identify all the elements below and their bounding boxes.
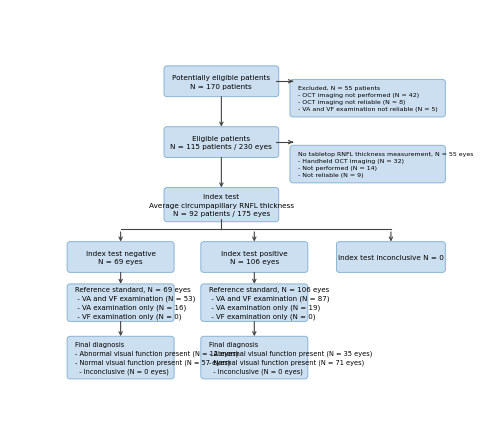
Text: Reference standard, N = 106 eyes
 - VA and VF examination (N = 87)
 - VA examina: Reference standard, N = 106 eyes - VA an…: [208, 286, 329, 319]
FancyBboxPatch shape: [164, 67, 278, 97]
Text: No tabletop RNFL thickness measurement, N = 55 eyes
- Handheld OCT imaging (N = : No tabletop RNFL thickness measurement, …: [298, 152, 473, 178]
Text: Index test inconclusive N = 0: Index test inconclusive N = 0: [338, 254, 444, 261]
FancyBboxPatch shape: [67, 242, 174, 273]
FancyBboxPatch shape: [290, 80, 446, 118]
Text: Excluded, N = 55 patients
- OCT imaging not performed (N = 42)
- OCT imaging not: Excluded, N = 55 patients - OCT imaging …: [298, 86, 438, 112]
Text: Eligible patients
N = 115 patients / 230 eyes: Eligible patients N = 115 patients / 230…: [170, 135, 272, 150]
Text: Final diagnosis
- Abnormal visual function present (N = 12 eyes)
- Normal visual: Final diagnosis - Abnormal visual functi…: [75, 341, 238, 374]
FancyBboxPatch shape: [290, 146, 446, 184]
Text: Potentially eligible patients
N = 170 patients: Potentially eligible patients N = 170 pa…: [172, 75, 270, 89]
FancyBboxPatch shape: [336, 242, 446, 273]
FancyBboxPatch shape: [164, 188, 278, 222]
Text: Index test positive
N = 106 eyes: Index test positive N = 106 eyes: [221, 250, 288, 265]
FancyBboxPatch shape: [67, 284, 174, 321]
Text: Index test negative
N = 69 eyes: Index test negative N = 69 eyes: [86, 250, 156, 265]
FancyBboxPatch shape: [164, 127, 278, 158]
Text: Index test
Average circumpapillary RNFL thickness
N = 92 patients / 175 eyes: Index test Average circumpapillary RNFL …: [149, 194, 294, 217]
FancyBboxPatch shape: [201, 284, 308, 321]
FancyBboxPatch shape: [67, 336, 174, 379]
FancyBboxPatch shape: [201, 336, 308, 379]
Text: Final diagnosis
- Abnormal visual function present (N = 35 eyes)
- Normal visual: Final diagnosis - Abnormal visual functi…: [208, 341, 372, 374]
FancyBboxPatch shape: [201, 242, 308, 273]
Text: Reference standard, N = 69 eyes
 - VA and VF examination (N = 53)
 - VA examinat: Reference standard, N = 69 eyes - VA and…: [75, 286, 196, 319]
